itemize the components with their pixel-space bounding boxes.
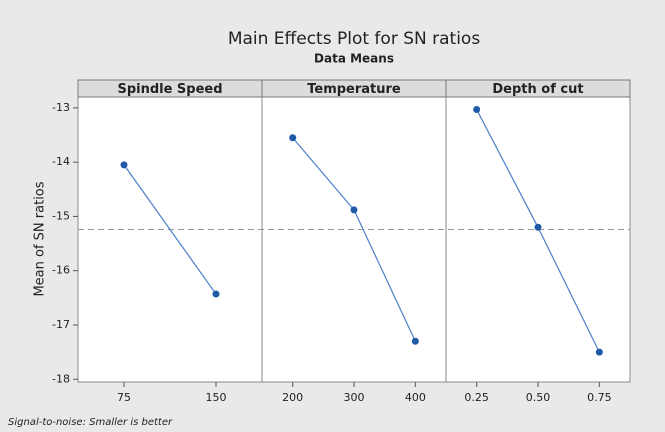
chart-title: Main Effects Plot for SN ratios (228, 29, 481, 49)
y-tick-label: -16 (52, 264, 70, 277)
panel-title: Depth of cut (492, 82, 583, 97)
plot-area (77, 96, 631, 383)
y-tick-label: -17 (52, 318, 70, 331)
point (473, 105, 481, 113)
point (289, 134, 297, 142)
chart-subtitle: Data Means (314, 52, 394, 66)
point (350, 206, 358, 214)
point (411, 337, 419, 345)
x-tick-label: 0.25 (464, 391, 489, 404)
y-tick-label: -13 (52, 101, 70, 114)
panel-header (445, 79, 631, 98)
x-tick-label: 0.50 (526, 391, 551, 404)
y-tick-label: -18 (52, 372, 70, 385)
x-tick-label: 75 (117, 391, 131, 404)
y-axis-label: Mean of SN ratios (33, 181, 48, 296)
x-tick-label: 0.75 (587, 391, 612, 404)
point (212, 290, 220, 298)
footnote: Signal-to-noise: Smaller is better (8, 417, 173, 428)
y-tick-label: -14 (52, 155, 70, 168)
point (120, 161, 128, 169)
x-tick-label: 400 (405, 391, 426, 404)
x-tick-label: 200 (282, 391, 303, 404)
effect-line (123, 164, 217, 295)
x-tick-label: 150 (206, 391, 227, 404)
point (595, 348, 603, 356)
y-tick-label: -15 (52, 209, 70, 222)
x-tick-label: 300 (344, 391, 365, 404)
panel-title: Temperature (307, 82, 401, 97)
point (534, 223, 542, 231)
panel-title: Spindle Speed (117, 82, 222, 97)
